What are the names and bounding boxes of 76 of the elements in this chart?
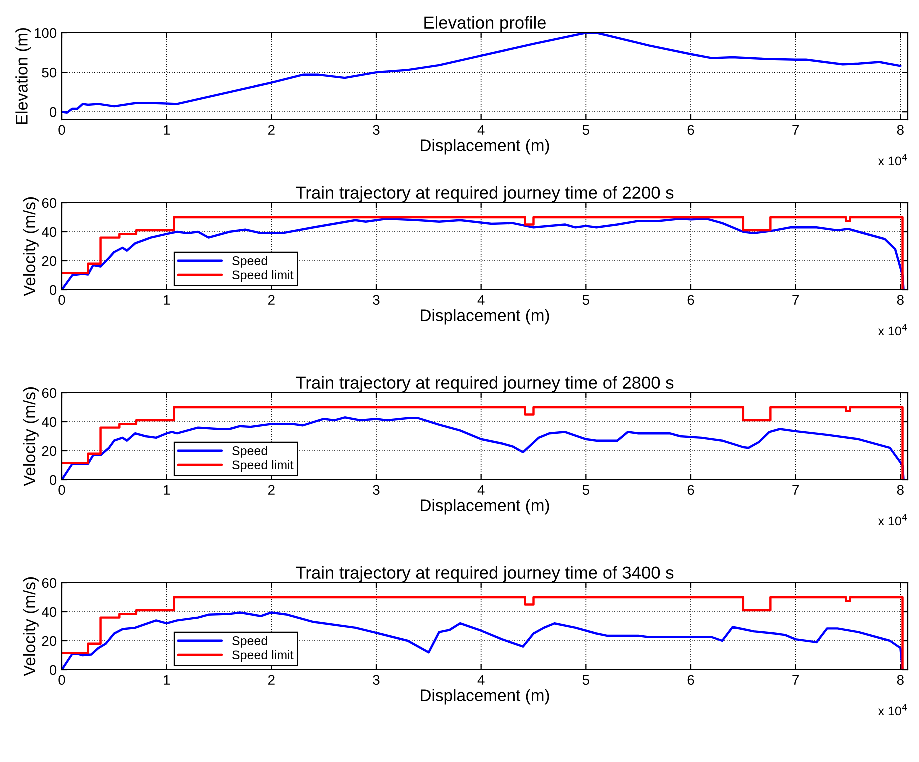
y-tick-label: 0: [50, 475, 57, 486]
x-tick-label: 1: [164, 675, 170, 685]
x-tick-label: 6: [688, 485, 694, 496]
y-axis-title: Velocity (m/s): [23, 198, 39, 296]
x-tick-label: 5: [582, 295, 590, 306]
x-tick-label: 0: [58, 485, 66, 496]
chart-title: Train trajectory at required journey time of 2800 s: [296, 376, 674, 392]
x-tick-label: 4: [478, 485, 485, 495]
x-tick-label: 6: [688, 125, 694, 136]
chart-title: Elevation profile: [424, 16, 546, 32]
y-axis-title: Elevation (m): [16, 28, 32, 124]
x-tick-label: 4: [478, 295, 485, 305]
x-tick-label: 5: [582, 125, 590, 136]
x-tick-label: 0: [58, 675, 66, 686]
x-tick-label: 2: [268, 485, 275, 495]
x-tick-label: 5: [582, 485, 590, 496]
x-tick-label: 8: [897, 125, 904, 136]
x-tick-label: 0: [58, 125, 66, 136]
x-tick-label: 7: [792, 125, 799, 135]
x-axis-title: Displacement (m): [421, 309, 550, 325]
x-tick-label: 2: [268, 295, 275, 305]
x-tick-label: 3: [373, 675, 380, 686]
x-tick-label: 4: [478, 125, 485, 135]
y-tick-label: 20: [42, 636, 57, 646]
legend-label: Speed limit: [232, 650, 294, 662]
line-series: [62, 33, 902, 114]
line-series: [62, 612, 904, 670]
x-tick-label: 6: [688, 675, 694, 686]
x-tick-label: 2: [268, 675, 275, 685]
y-tick-label: 20: [42, 446, 57, 456]
x-tick-label: 3: [373, 295, 380, 306]
x-tick-label: 1: [164, 125, 170, 135]
x-tick-label: 1: [164, 485, 170, 495]
y-axis-title: Velocity (m/s): [23, 388, 39, 486]
text: x 10$^{4}$: [878, 514, 908, 526]
x-tick-label: 4: [478, 675, 485, 685]
chart-title: Train trajectory at required journey time of 3400 s: [296, 566, 674, 582]
x-tick-label: 0: [58, 295, 66, 306]
x-axis-title: Displacement (m): [421, 499, 550, 515]
y-tick-label: 100: [35, 28, 57, 38]
x-tick-label: 1: [164, 295, 170, 305]
line-series: [62, 596, 904, 670]
x-axis-title: Displacement (m): [421, 689, 550, 705]
legend-label: Speed limit: [232, 460, 294, 472]
x-tick-label: 8: [897, 295, 904, 306]
y-axis-title: Velocity (m/s): [23, 578, 39, 676]
y-tick-label: 40: [42, 607, 57, 618]
legend-label: Speed limit: [232, 270, 294, 282]
x-axis-title: Displacement (m): [421, 139, 550, 155]
x-tick-label: 3: [373, 485, 380, 496]
y-tick-label: 40: [42, 227, 57, 238]
x-tick-label: 8: [897, 675, 904, 686]
y-tick-label: 0: [50, 665, 57, 676]
y-tick-label: 60: [42, 578, 57, 588]
chart-title: Train trajectory at required journey time of 2200 s: [296, 186, 674, 202]
legend-label: Speed: [232, 636, 268, 648]
text: x 10$^{4}$: [878, 154, 908, 166]
text: x 10$^{4}$: [878, 324, 908, 336]
y-tick-label: 50: [42, 68, 57, 78]
y-tick-label: 0: [50, 285, 57, 296]
x-tick-label: 7: [792, 485, 799, 495]
x-tick-label: 7: [792, 675, 799, 685]
y-tick-label: 40: [42, 417, 57, 428]
x-tick-label: 8: [897, 485, 904, 496]
x-tick-label: 3: [373, 125, 380, 136]
legend-label: Speed: [232, 256, 268, 268]
x-tick-label: 6: [688, 295, 694, 306]
y-tick-label: 0: [50, 107, 57, 118]
x-tick-label: 2: [268, 125, 275, 135]
x-tick-label: 5: [582, 675, 590, 686]
y-tick-label: 60: [42, 388, 57, 398]
x-tick-label: 7: [792, 295, 799, 305]
text: x 10$^{4}$: [878, 704, 908, 716]
legend-label: Speed: [232, 446, 268, 458]
y-tick-label: 20: [42, 256, 57, 266]
y-tick-label: 60: [42, 198, 57, 208]
